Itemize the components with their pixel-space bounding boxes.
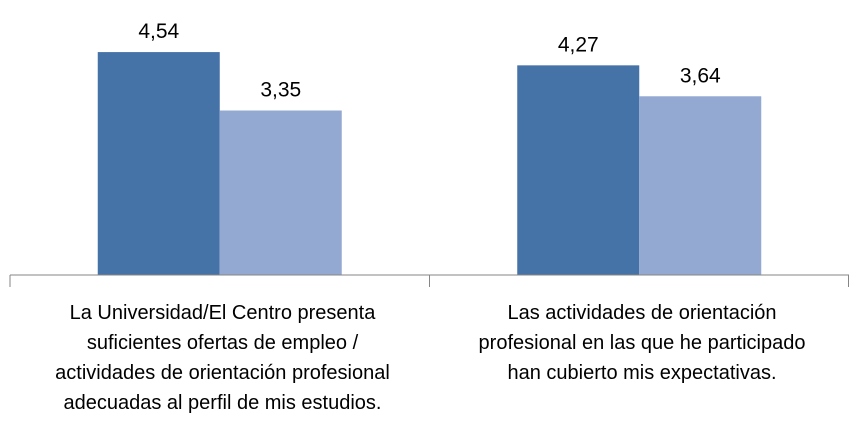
- data-label: 3,64: [680, 64, 721, 87]
- bar: [639, 96, 762, 275]
- data-label: 3,35: [260, 79, 301, 102]
- bar: [517, 65, 640, 275]
- x-tick-label: La Universidad/El Centro presenta sufici…: [55, 302, 390, 414]
- data-label: 4,54: [138, 20, 179, 43]
- data-label: 4,27: [558, 33, 599, 56]
- bar: [219, 110, 342, 275]
- bar: [97, 52, 220, 275]
- x-tick-label: Las actividades de orientación profesion…: [478, 302, 806, 384]
